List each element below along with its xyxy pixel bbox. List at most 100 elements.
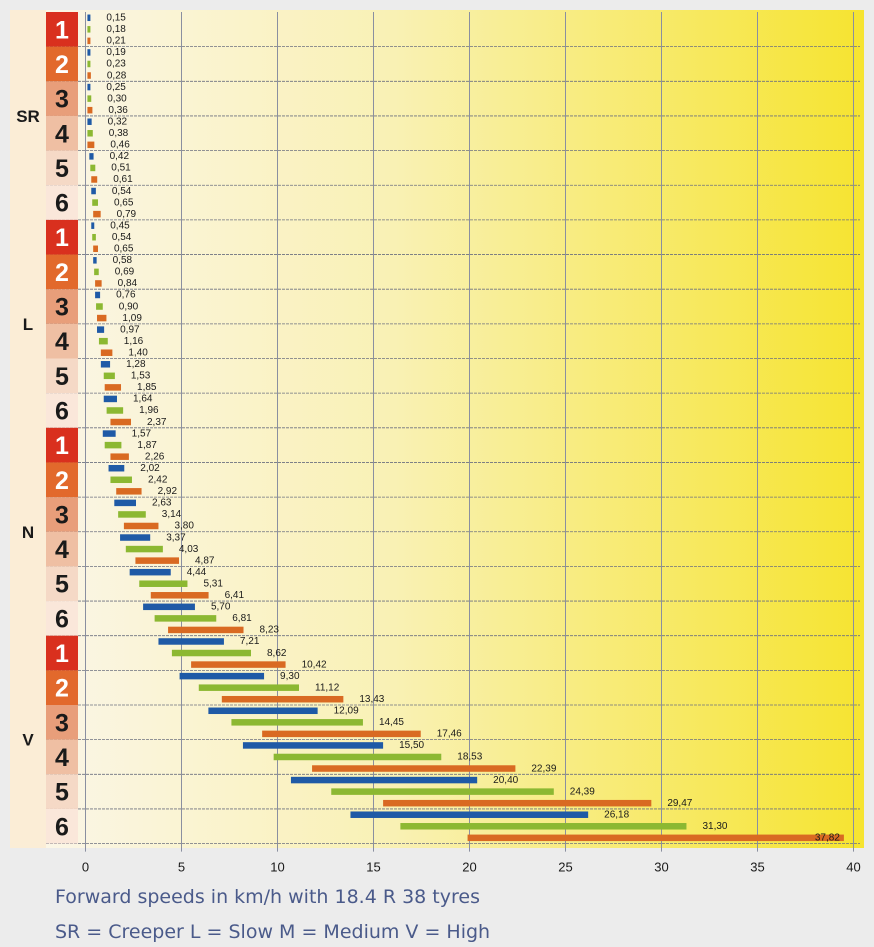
- bar-value-label: 0,23: [106, 59, 126, 70]
- speed-bar: [120, 534, 151, 541]
- gear-cell: [46, 185, 78, 220]
- speed-bar: [143, 603, 195, 611]
- bar-value-label: 1,40: [128, 347, 148, 358]
- bar-value-label: 1,87: [137, 440, 157, 451]
- gear-cell: [46, 497, 78, 532]
- bar-value-label: 0,18: [106, 24, 126, 35]
- bar-value-label: 6,81: [232, 613, 252, 624]
- gear-label: 1: [55, 16, 69, 44]
- bar-value-label: 0,30: [107, 93, 127, 104]
- bar-value-label: 0,61: [113, 174, 133, 185]
- speed-bar: [154, 615, 217, 622]
- speed-bar: [95, 291, 101, 299]
- bar-value-label: 0,65: [114, 244, 134, 255]
- group-label: SR: [16, 107, 40, 126]
- gear-cell: [46, 774, 78, 809]
- speed-bar: [87, 106, 93, 114]
- speed-bar: [168, 626, 244, 634]
- speed-bar: [221, 695, 344, 703]
- speed-bar: [98, 337, 108, 345]
- bar-value-label: 10,42: [302, 659, 327, 670]
- bar-value-label: 0,15: [106, 13, 126, 24]
- gear-cell: [46, 427, 78, 463]
- gear-label: 1: [55, 432, 69, 460]
- speed-bar: [467, 834, 844, 842]
- gear-cell: [46, 358, 78, 394]
- bar-value-label: 31,30: [702, 821, 727, 832]
- speed-bar: [116, 488, 142, 495]
- speed-bar: [123, 522, 159, 530]
- speed-bar: [104, 384, 122, 391]
- bar-value-label: 0,51: [111, 163, 131, 174]
- speed-bar: [93, 210, 101, 218]
- group-label: V: [22, 731, 34, 750]
- bar-value-label: 0,97: [120, 324, 140, 335]
- x-tick-label: 40: [846, 860, 860, 875]
- bar-value-label: 15,50: [399, 740, 424, 751]
- plot-background: [10, 10, 864, 848]
- bar-value-label: 1,53: [131, 371, 151, 382]
- speed-bar: [242, 742, 384, 749]
- bar-value-label: 0,19: [106, 47, 126, 58]
- speed-bar: [110, 476, 132, 484]
- gear-label: 2: [55, 675, 69, 703]
- bar-value-label: 0,38: [109, 128, 129, 139]
- bars: 0,150,180,210,190,230,280,250,300,360,32…: [87, 13, 844, 844]
- bar-value-label: 18,53: [457, 752, 482, 763]
- bar-value-label: 8,62: [267, 648, 287, 659]
- speed-bar: [102, 430, 116, 437]
- speed-bar: [150, 592, 209, 599]
- gear-cell: [46, 808, 78, 844]
- x-tick-label: 5: [178, 860, 185, 875]
- gear-cell: [46, 566, 78, 602]
- speed-bar: [383, 799, 652, 807]
- speed-bar: [92, 233, 96, 241]
- bar-value-label: 5,31: [203, 578, 223, 589]
- gear-label: 5: [55, 571, 69, 599]
- bar-value-label: 0,84: [118, 278, 138, 289]
- gear-label: 5: [55, 363, 69, 391]
- speed-bar: [91, 222, 95, 229]
- speed-bar: [106, 407, 124, 414]
- speed-bar: [104, 441, 122, 449]
- gear-label: 3: [55, 709, 69, 737]
- bar-value-label: 17,46: [437, 729, 462, 740]
- gear-label: 6: [55, 605, 69, 633]
- gear-cells: 1 2 3 4 5 6 1 2 3 4 5 6 1 2 3 4 5 6 1 2 3 4 5 6: [46, 12, 78, 844]
- speed-bar: [110, 453, 129, 460]
- speed-bar: [135, 557, 180, 564]
- x-axis-ticks: 0 5 10 15 20 25 30 35 40: [82, 860, 861, 875]
- gear-cell: [46, 12, 78, 47]
- speed-bar: [87, 37, 91, 45]
- bar-value-label: 0,54: [112, 186, 132, 197]
- speed-bar: [94, 268, 99, 276]
- bar-value-label: 7,21: [240, 636, 260, 647]
- x-tick-label: 30: [654, 860, 668, 875]
- speed-bar: [231, 719, 363, 726]
- bar-value-label: 24,39: [570, 786, 595, 797]
- bar-value-label: 2,26: [145, 451, 165, 462]
- gear-cell: [46, 150, 78, 186]
- bar-value-label: 22,39: [531, 763, 556, 774]
- gear-label: 4: [55, 744, 69, 772]
- speed-bar: [93, 257, 97, 264]
- gear-cell: [46, 705, 78, 740]
- speed-bar: [103, 395, 117, 403]
- bar-value-label: 13,43: [359, 694, 384, 705]
- x-tick-label: 35: [750, 860, 764, 875]
- speed-bar: [91, 176, 98, 183]
- speed-bar: [95, 280, 102, 287]
- speed-bar: [87, 49, 91, 56]
- group-label: N: [22, 523, 34, 542]
- bar-value-label: 0,36: [108, 105, 128, 116]
- speed-bar: [108, 464, 125, 472]
- x-tick-label: 0: [82, 860, 89, 875]
- gear-label: 6: [55, 397, 69, 425]
- bar-value-label: 2,63: [152, 498, 172, 509]
- speed-bar: [97, 326, 105, 333]
- gear-label: 2: [55, 259, 69, 287]
- speed-bar: [91, 187, 96, 195]
- speed-bar: [100, 349, 113, 356]
- gear-label: 4: [55, 536, 69, 564]
- bar-value-label: 1,64: [133, 394, 153, 405]
